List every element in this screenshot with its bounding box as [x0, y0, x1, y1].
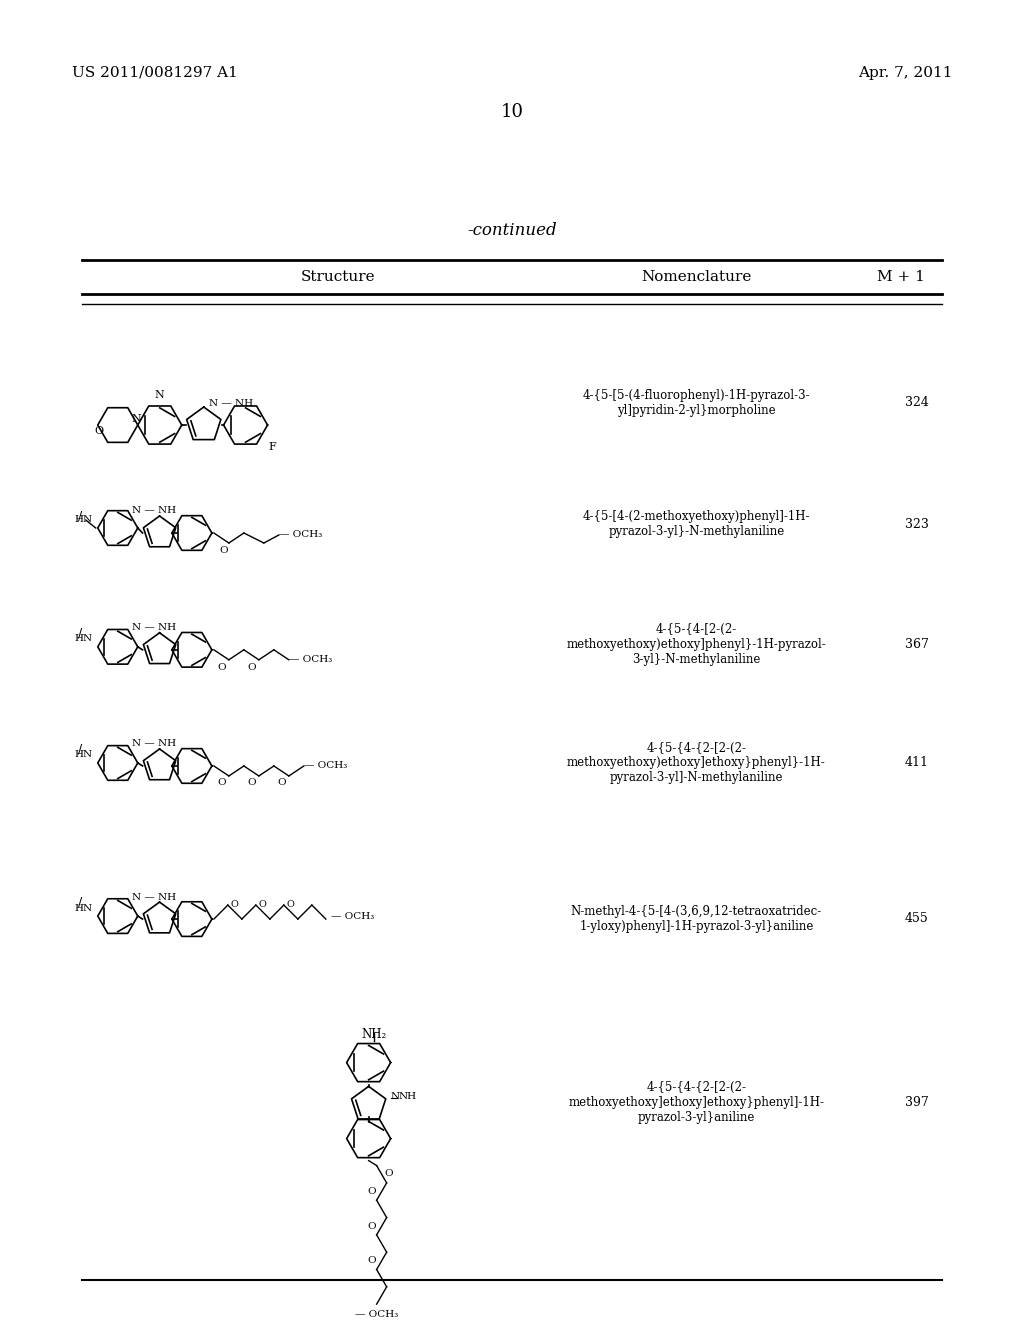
Text: O: O: [368, 1257, 376, 1266]
Text: — OCH₃: — OCH₃: [279, 531, 323, 540]
Text: — OCH₃: — OCH₃: [331, 912, 374, 920]
Text: 4-{5-{4-[2-(2-
methoxyethoxy)ethoxy]phenyl}-1H-pyrazol-
3-yl}-N-methylaniline: 4-{5-{4-[2-(2- methoxyethoxy)ethoxy]phen…: [566, 623, 826, 665]
Text: N — NH: N — NH: [132, 623, 176, 632]
Text: 4-{5-[5-(4-fluorophenyl)-1H-pyrazol-3-
yl]pyridin-2-yl}morpholine: 4-{5-[5-(4-fluorophenyl)-1H-pyrazol-3- y…: [583, 388, 810, 417]
Text: O: O: [219, 546, 228, 556]
Text: O: O: [384, 1170, 393, 1177]
Text: 4-{5-[4-(2-methoxyethoxy)phenyl]-1H-
pyrazol-3-yl}-N-methylaniline: 4-{5-[4-(2-methoxyethoxy)phenyl]-1H- pyr…: [583, 510, 810, 539]
Text: 367: 367: [904, 638, 929, 651]
Text: /: /: [78, 895, 82, 908]
Text: NH: NH: [398, 1092, 417, 1101]
Text: O: O: [248, 663, 256, 672]
Text: O: O: [217, 663, 226, 672]
Text: 4-{5-{4-{2-[2-(2-
methoxyethoxy]ethoxy]ethoxy}phenyl]-1H-
pyrazol-3-yl}aniline: 4-{5-{4-{2-[2-(2- methoxyethoxy]ethoxy]e…: [568, 1081, 824, 1123]
Text: — OCH₃: — OCH₃: [289, 655, 332, 664]
Text: /: /: [78, 626, 82, 639]
Text: 324: 324: [904, 396, 929, 409]
Text: HN: HN: [75, 516, 93, 524]
Text: 411: 411: [904, 756, 929, 770]
Text: O: O: [248, 779, 256, 788]
Text: O: O: [278, 779, 286, 788]
Text: O: O: [287, 899, 295, 908]
Text: N: N: [390, 1092, 399, 1101]
Text: N: N: [155, 389, 165, 400]
Text: Structure: Structure: [301, 271, 375, 284]
Text: HN: HN: [75, 635, 93, 643]
Text: N — NH: N — NH: [209, 399, 253, 408]
Text: 323: 323: [904, 517, 929, 531]
Text: 4-{5-{4-{2-[2-(2-
methoxyethoxy)ethoxy]ethoxy}phenyl}-1H-
pyrazol-3-yl]-N-methyl: 4-{5-{4-{2-[2-(2- methoxyethoxy)ethoxy]e…: [567, 742, 825, 784]
Text: — OCH₃: — OCH₃: [304, 762, 347, 771]
Text: O: O: [368, 1187, 376, 1196]
Text: US 2011/0081297 A1: US 2011/0081297 A1: [72, 66, 238, 79]
Text: F: F: [268, 442, 276, 451]
Text: O: O: [231, 899, 239, 908]
Text: HN: HN: [75, 751, 93, 759]
Text: Nomenclature: Nomenclature: [641, 271, 752, 284]
Text: O: O: [368, 1222, 376, 1230]
Text: O: O: [259, 899, 267, 908]
Text: Apr. 7, 2011: Apr. 7, 2011: [858, 66, 952, 79]
Text: O: O: [94, 426, 103, 436]
Text: NH₂: NH₂: [361, 1028, 386, 1041]
Text: -continued: -continued: [467, 223, 557, 239]
Text: /: /: [78, 742, 82, 755]
Text: M + 1: M + 1: [878, 271, 925, 284]
Text: O: O: [217, 779, 226, 788]
Text: N-methyl-4-{5-[4-(3,6,9,12-tetraoxatridec-
1-yloxy)phenyl]-1H-pyrazol-3-yl}anili: N-methyl-4-{5-[4-(3,6,9,12-tetraoxatride…: [570, 904, 822, 933]
Text: /: /: [78, 510, 82, 523]
Text: HN: HN: [75, 904, 93, 912]
Text: 455: 455: [904, 912, 929, 925]
Text: N — NH: N — NH: [132, 892, 176, 902]
Text: N: N: [132, 414, 141, 424]
Text: N — NH: N — NH: [132, 507, 176, 516]
Text: — OCH₃: — OCH₃: [355, 1309, 398, 1319]
Text: 10: 10: [501, 103, 523, 121]
Text: N — NH: N — NH: [132, 739, 176, 748]
Text: 397: 397: [904, 1096, 929, 1109]
